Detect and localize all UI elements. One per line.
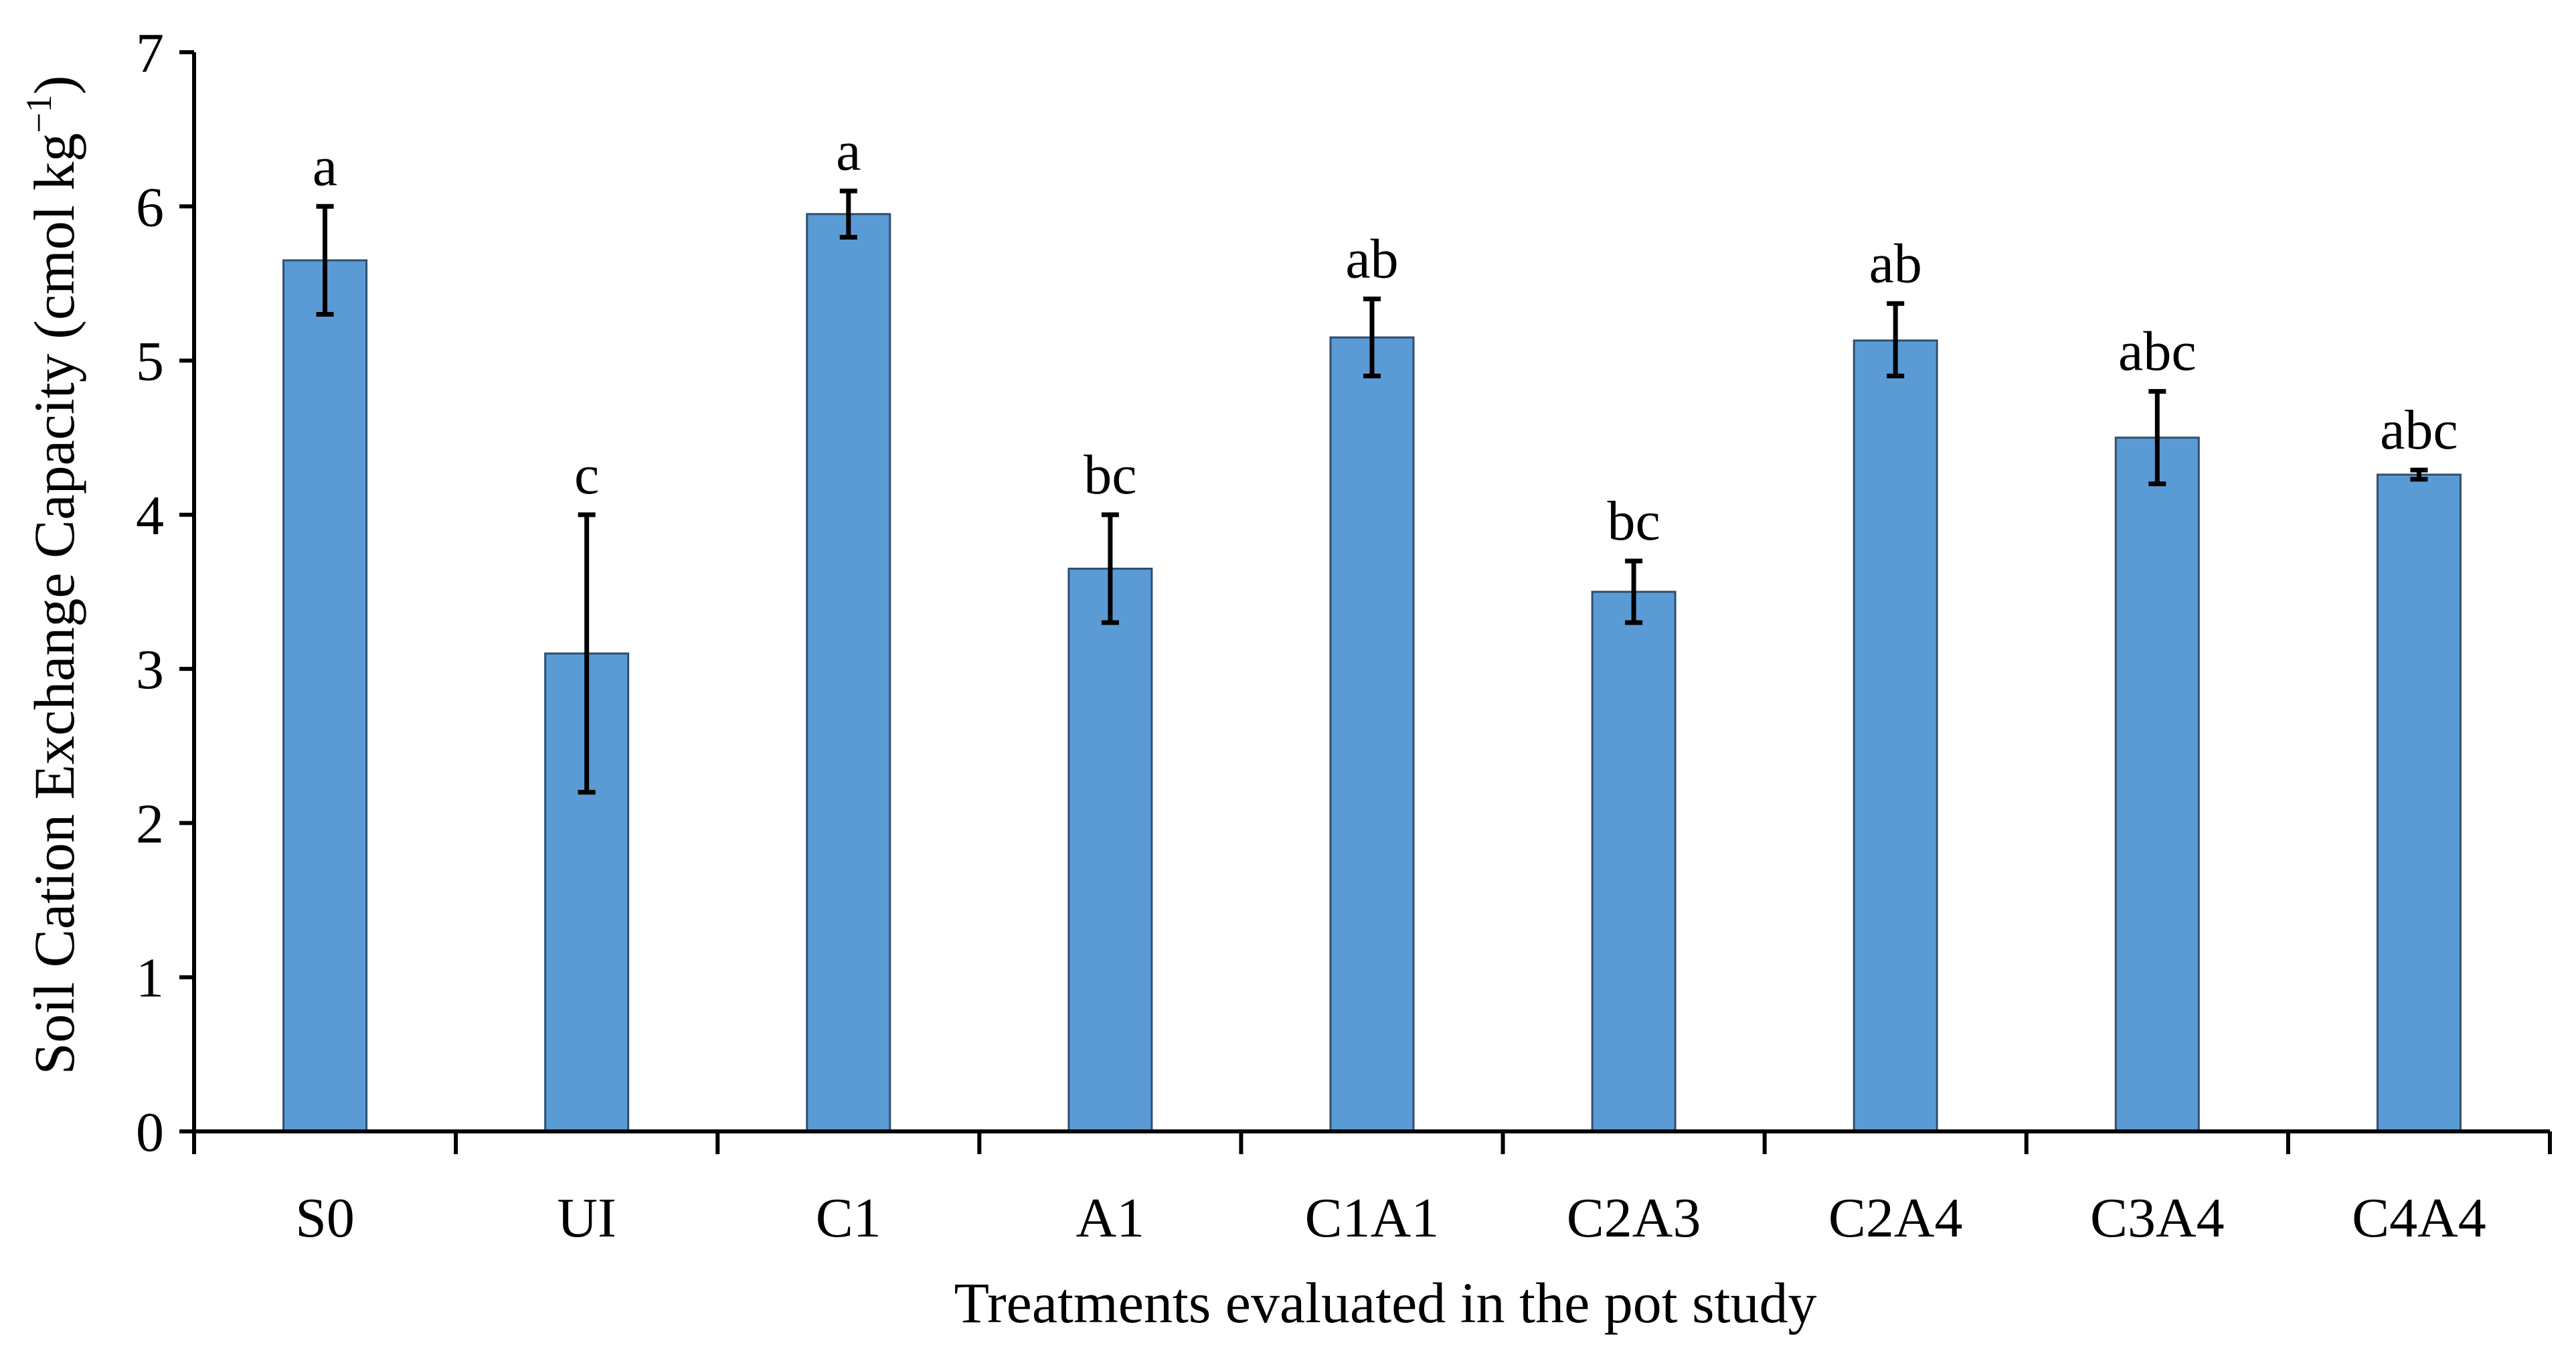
y-ticks-layer: 0 1 2 3 4 5 6 7 <box>136 22 194 1164</box>
x-category-label: UI <box>557 1187 616 1249</box>
axes-layer <box>192 52 2550 1133</box>
significance-letter: a <box>836 120 861 182</box>
y-tick-label: 2 <box>136 793 164 855</box>
x-category-label: C1 <box>816 1187 881 1249</box>
x-category-label: S0 <box>295 1187 355 1249</box>
bar-c1a1 <box>1329 336 1415 1133</box>
y-tick-label: 6 <box>136 176 164 238</box>
y-axis-title: Soil Cation Exchange Capacity (cmol kg−1… <box>19 76 86 1075</box>
bar-c3a4 <box>2114 436 2200 1133</box>
bar-c2a3 <box>1591 590 1677 1133</box>
x-category-label: C2A4 <box>1828 1187 1963 1249</box>
significance-letter: bc <box>1607 490 1660 552</box>
significance-letter: abc <box>2380 399 2458 461</box>
x-ticks-layer: S0 UI C1 A1 C1A1 C2A3 C2A4 C3A4 C4A4 <box>192 1131 2552 1249</box>
error-bars-layer <box>316 188 2428 795</box>
bar-c4a4 <box>2376 473 2462 1133</box>
x-category-label: C4A4 <box>2352 1187 2486 1249</box>
y-tick-label: 4 <box>136 485 164 547</box>
y-axis-title-close: ) <box>22 76 86 95</box>
y-axis-title-main: Soil Cation Exchange Capacity (cmol kg <box>22 133 86 1075</box>
x-category-label: C3A4 <box>2090 1187 2225 1249</box>
y-tick-label: 7 <box>136 22 164 84</box>
y-tick-label: 3 <box>136 639 164 701</box>
significance-letter: c <box>574 444 599 506</box>
significance-letter: a <box>313 135 337 197</box>
bar-a1 <box>1067 567 1153 1133</box>
y-axis-title-superscript: −1 <box>19 94 59 133</box>
y-tick-label: 0 <box>136 1101 164 1164</box>
significance-letter: abc <box>2118 321 2197 383</box>
bar-c2a4 <box>1853 339 1938 1133</box>
bar-s0 <box>282 259 368 1133</box>
significance-letter: ab <box>1869 232 1922 295</box>
significance-letter: bc <box>1084 444 1136 506</box>
x-category-label: C1A1 <box>1305 1187 1440 1249</box>
x-category-label: C2A3 <box>1567 1187 1701 1249</box>
y-tick-label: 5 <box>136 331 164 393</box>
y-tick-label: 1 <box>136 947 164 1010</box>
significance-letter: ab <box>1345 228 1398 290</box>
bar-c1 <box>806 213 891 1133</box>
bars-layer <box>282 213 2462 1133</box>
x-axis-title: Treatments evaluated in the pot study <box>954 1271 1817 1335</box>
x-category-label: A1 <box>1076 1187 1145 1249</box>
